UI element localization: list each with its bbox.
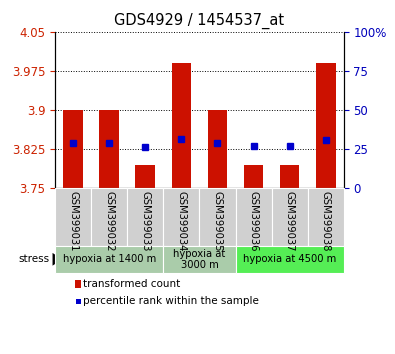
Text: GSM399031: GSM399031	[68, 190, 78, 251]
Text: GSM399032: GSM399032	[104, 190, 115, 251]
Bar	[244, 165, 263, 188]
Text: GSM399038: GSM399038	[321, 190, 331, 251]
Bar	[100, 110, 119, 188]
Text: hypoxia at 1400 m: hypoxia at 1400 m	[63, 254, 156, 264]
Text: stress: stress	[18, 254, 49, 264]
Text: GSM399037: GSM399037	[284, 190, 295, 251]
Bar	[64, 110, 83, 188]
Bar	[135, 165, 155, 188]
Polygon shape	[53, 253, 62, 266]
Text: GSM399035: GSM399035	[213, 190, 222, 251]
Text: GSM399033: GSM399033	[140, 190, 150, 251]
Title: GDS4929 / 1454537_at: GDS4929 / 1454537_at	[115, 13, 284, 29]
Text: hypoxia at 4500 m: hypoxia at 4500 m	[243, 254, 336, 264]
Text: GSM399034: GSM399034	[177, 190, 186, 251]
Bar	[171, 63, 191, 188]
Text: GSM399036: GSM399036	[248, 190, 259, 251]
Bar	[316, 63, 335, 188]
Text: hypoxia at
3000 m: hypoxia at 3000 m	[173, 249, 226, 270]
Text: percentile rank within the sample: percentile rank within the sample	[83, 296, 259, 306]
Bar	[280, 165, 299, 188]
Bar	[208, 110, 228, 188]
Text: transformed count: transformed count	[83, 279, 180, 289]
